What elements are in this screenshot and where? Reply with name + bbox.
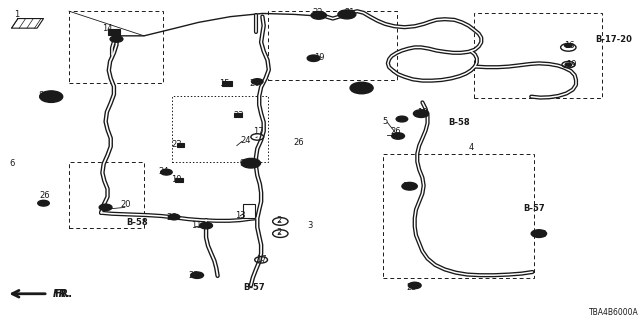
Text: 7: 7 — [355, 86, 360, 95]
Bar — [223, 81, 232, 86]
Text: B-17-20: B-17-20 — [595, 35, 632, 44]
Text: 23: 23 — [189, 271, 200, 280]
Text: 21: 21 — [344, 8, 355, 17]
Text: 15: 15 — [219, 79, 229, 88]
Circle shape — [402, 182, 417, 190]
Bar — [108, 29, 120, 35]
Bar — [474, 13, 602, 98]
Polygon shape — [12, 19, 44, 28]
Text: 26: 26 — [250, 79, 260, 88]
Text: 22: 22 — [312, 8, 323, 17]
Text: 2: 2 — [276, 228, 282, 237]
Text: 3: 3 — [307, 221, 312, 230]
Circle shape — [564, 44, 572, 47]
Circle shape — [168, 214, 180, 220]
Bar — [234, 113, 242, 117]
Text: 19: 19 — [314, 53, 324, 62]
Bar — [383, 154, 534, 278]
Circle shape — [161, 169, 172, 175]
Text: 5: 5 — [383, 117, 388, 126]
Circle shape — [191, 272, 204, 278]
Text: 10: 10 — [172, 175, 182, 184]
Text: 26: 26 — [293, 138, 304, 147]
Bar — [268, 11, 397, 80]
Text: 17: 17 — [253, 127, 264, 136]
Circle shape — [252, 79, 263, 84]
Text: 1: 1 — [14, 10, 19, 19]
Bar — [243, 204, 255, 218]
Circle shape — [38, 200, 49, 206]
Text: 6: 6 — [9, 159, 14, 168]
Text: 13: 13 — [236, 212, 246, 220]
Circle shape — [408, 282, 421, 289]
Text: B-57: B-57 — [524, 204, 545, 213]
Text: 23: 23 — [234, 111, 244, 120]
Circle shape — [392, 133, 404, 139]
Bar — [69, 162, 144, 228]
Circle shape — [565, 63, 572, 66]
Text: B-58: B-58 — [448, 118, 470, 127]
Bar — [69, 11, 163, 83]
Text: 18: 18 — [417, 108, 428, 117]
Circle shape — [200, 222, 212, 229]
Text: 26: 26 — [40, 191, 51, 200]
Text: FR.: FR. — [54, 289, 72, 300]
Text: 24: 24 — [240, 136, 250, 145]
Bar — [172, 96, 268, 162]
Circle shape — [241, 158, 260, 168]
Text: 26: 26 — [166, 213, 177, 222]
Text: 11: 11 — [191, 221, 201, 230]
Text: 24: 24 — [159, 167, 169, 176]
Circle shape — [350, 82, 373, 94]
Text: 4: 4 — [468, 143, 474, 152]
Text: 14: 14 — [102, 24, 113, 33]
Text: TBA4B6000A: TBA4B6000A — [589, 308, 639, 317]
Text: 12: 12 — [402, 182, 412, 191]
Circle shape — [110, 36, 123, 42]
Circle shape — [338, 10, 356, 19]
Text: 26: 26 — [390, 127, 401, 136]
Circle shape — [99, 204, 112, 211]
Bar — [175, 178, 184, 182]
Text: 16: 16 — [564, 41, 575, 50]
Bar — [243, 204, 255, 218]
Circle shape — [396, 116, 408, 122]
Text: 17: 17 — [256, 255, 267, 264]
Text: 9: 9 — [240, 159, 245, 168]
Text: 2: 2 — [276, 216, 282, 225]
Text: 19: 19 — [566, 60, 577, 69]
Text: 23: 23 — [172, 140, 182, 149]
Circle shape — [40, 91, 63, 102]
Circle shape — [413, 110, 429, 117]
Circle shape — [531, 230, 547, 237]
Circle shape — [311, 12, 326, 19]
Text: 25: 25 — [406, 283, 417, 292]
Circle shape — [47, 95, 55, 99]
Circle shape — [307, 55, 320, 61]
Text: 18: 18 — [536, 230, 547, 239]
Text: 20: 20 — [120, 200, 131, 209]
Bar — [224, 82, 230, 85]
Text: 8: 8 — [38, 92, 44, 100]
Text: B-58: B-58 — [127, 218, 148, 227]
Text: FR.: FR. — [52, 289, 70, 299]
Bar — [177, 143, 184, 147]
Text: B-57: B-57 — [243, 284, 265, 292]
